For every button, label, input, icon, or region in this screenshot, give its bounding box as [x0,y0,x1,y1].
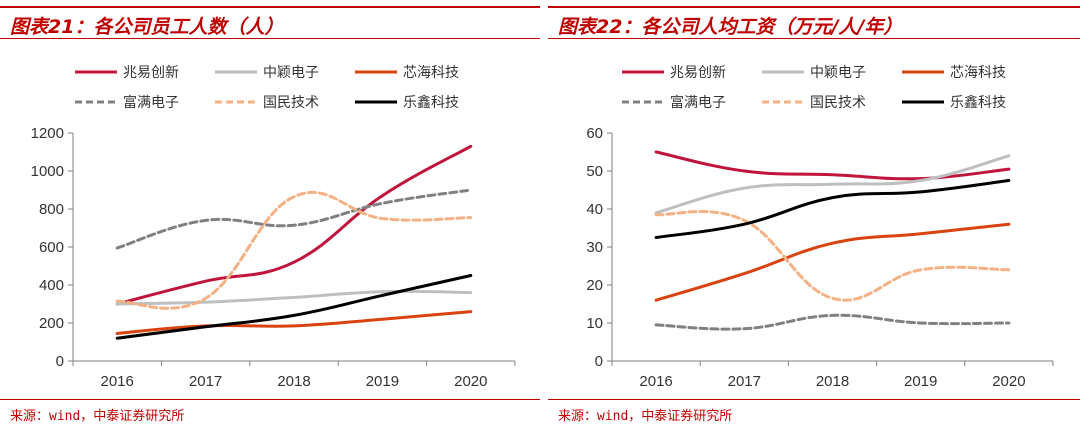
y-tick-label: 0 [56,353,64,370]
title-bar: 图表22：各公司人均工资（万元/人/年） [548,6,1080,39]
x-tick-label: 2020 [992,373,1025,390]
x-tick-label: 2018 [816,373,849,390]
y-tick-label: 30 [586,239,603,256]
y-tick-label: 1000 [31,163,64,180]
legend-item: 兆易创新 [622,65,726,81]
y-tick-label: 800 [39,201,64,218]
y-tick-label: 400 [39,277,64,294]
legend-item: 中颖电子 [762,65,866,81]
series-line [115,274,473,340]
source-note: 来源：wind，中泰证券研究所 [558,409,733,424]
series-line [654,313,1011,331]
series-line [654,154,1011,215]
legend-item: 国民技术 [215,95,319,111]
legend-item: 中颖电子 [215,65,319,81]
series-line [654,150,1011,181]
series-line [115,188,473,250]
y-tick-label: 200 [39,315,64,332]
series-line [115,289,473,306]
chart-panel-salary: 图表22：各公司人均工资（万元/人/年） 兆易创新 中颖电子 芯海科技富满电子 国民技… [548,0,1080,427]
chart-title: 图表22：各公司人均工资（万元/人/年） [558,16,903,38]
legend-label: 芯海科技 [403,65,459,81]
y-tick-label: 50 [586,163,603,180]
legend-label: 国民技术 [263,95,319,111]
chart-title: 图表21：各公司员工人数（人） [10,16,284,38]
x-tick-label: 2019 [904,373,937,390]
legend-label: 中颖电子 [263,65,319,81]
series-line [654,209,1011,302]
legend-label: 富满电子 [670,94,726,111]
y-tick-label: 60 [586,125,603,142]
title-bar: 图表21：各公司员工人数（人） [0,6,540,39]
x-tick-label: 2017 [189,373,222,390]
y-tick-label: 20 [586,277,603,294]
x-tick-label: 2019 [366,373,399,390]
footer-divider [548,399,1080,400]
series-line [654,222,1011,302]
x-tick-label: 2016 [639,373,672,390]
x-tick-label: 2016 [101,373,134,390]
legend-item: 乐鑫科技 [355,94,459,111]
chart-panel-employees: 图表21：各公司员工人数（人） 兆易创新 中颖电子 芯海科技富满电子 国民技术 乐鑫科技… [0,6,540,424]
x-tick-label: 2018 [277,373,310,390]
series-line [115,144,473,306]
legend-item: 芯海科技 [902,65,1006,81]
legend-label: 中颖电子 [810,65,866,81]
legend-label: 富满电子 [123,94,179,111]
y-tick-label: 40 [586,201,603,218]
footer-divider [0,399,540,400]
series-line [654,179,1011,239]
y-tick-label: 1200 [31,125,64,142]
y-tick-label: 0 [595,353,603,370]
legend-item: 富满电子 [75,94,179,111]
x-tick-label: 2017 [728,373,761,390]
series-line [115,190,473,310]
legend-label: 乐鑫科技 [950,94,1006,111]
x-tick-label: 2020 [454,373,487,390]
legend-label: 芯海科技 [950,65,1006,81]
legend-label: 兆易创新 [123,65,179,81]
legend-label: 兆易创新 [670,65,726,81]
legend-item: 富满电子 [622,94,726,111]
legend-item: 乐鑫科技 [902,94,1006,111]
legend-item: 兆易创新 [75,65,179,81]
legend-label: 国民技术 [810,95,866,111]
source-note: 来源：wind，中泰证券研究所 [10,409,185,424]
y-tick-label: 10 [586,315,603,332]
legend-item: 芯海科技 [355,65,459,81]
legend-item: 国民技术 [762,95,866,111]
series-line [115,310,473,335]
legend-label: 乐鑫科技 [403,94,459,111]
y-tick-label: 600 [39,239,64,256]
